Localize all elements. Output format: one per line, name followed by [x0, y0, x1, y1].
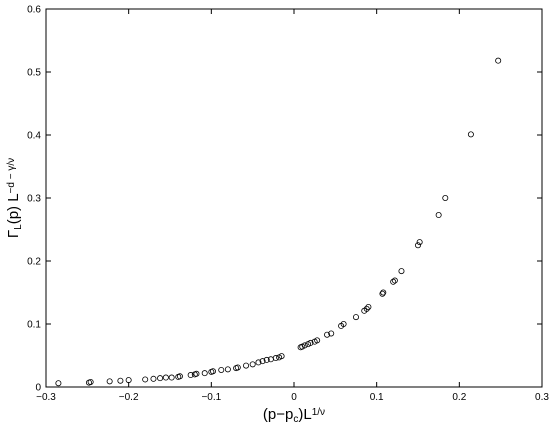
data-point	[162, 374, 169, 381]
y-axis-label: ΓL(p) L−d − γ/ν	[5, 158, 24, 238]
data-point	[307, 339, 314, 346]
x-tick-label: −0.3	[36, 392, 56, 403]
x-tick-label: −0.2	[119, 392, 139, 403]
data-point	[352, 314, 359, 321]
data-point	[442, 194, 449, 201]
y-tick-label: 0.5	[27, 68, 41, 79]
data-point	[380, 289, 387, 296]
y-axis-ticks: 0 0.1 0.2 0.3 0.4 0.5 0.6	[27, 5, 542, 394]
data-point	[117, 377, 124, 384]
y-tick-label: 0.1	[27, 320, 41, 331]
data-point	[391, 277, 398, 284]
data-point	[398, 268, 405, 275]
data-point	[272, 355, 279, 362]
data-point	[416, 239, 423, 246]
data-point	[55, 380, 62, 387]
data-point	[278, 353, 285, 360]
data-point	[150, 375, 157, 382]
data-point	[176, 373, 183, 380]
data-point	[328, 330, 335, 337]
data-point	[193, 370, 200, 377]
x-axis-label: (p−pc)L1/ν	[263, 406, 325, 425]
data-point	[106, 378, 113, 385]
data-point	[87, 378, 94, 385]
x-tick-label: 0	[291, 392, 297, 403]
data-point	[363, 305, 370, 312]
data-point	[243, 362, 250, 369]
data-point	[467, 131, 474, 138]
y-tick-label: 0.4	[27, 131, 41, 142]
y-tick-label: 0.2	[27, 257, 41, 268]
data-point	[301, 342, 308, 349]
data-point	[187, 372, 194, 379]
data-point	[365, 303, 372, 310]
data-point	[324, 331, 331, 338]
x-axis-ticks: −0.3 −0.2 −0.1 0 0.1 0.2 0.3	[36, 9, 549, 403]
x-tick-label: 0.1	[370, 392, 384, 403]
data-point	[157, 375, 164, 382]
y-tick-label: 0	[35, 383, 41, 394]
data-point	[201, 370, 208, 377]
y-tick-label: 0.6	[27, 5, 41, 16]
data-point	[224, 366, 231, 373]
data-point	[414, 242, 421, 249]
y-tick-label: 0.3	[27, 194, 41, 205]
data-point	[249, 361, 256, 368]
data-point	[435, 212, 442, 219]
data-point	[142, 376, 149, 383]
x-tick-label: 0.2	[452, 392, 466, 403]
data-point	[209, 368, 216, 375]
x-tick-label: 0.3	[535, 392, 549, 403]
data-points	[55, 57, 502, 387]
data-point	[379, 290, 386, 297]
data-point	[255, 359, 262, 366]
data-point	[495, 57, 502, 64]
data-point	[125, 377, 132, 384]
data-point	[390, 278, 397, 285]
data-point	[259, 358, 266, 365]
plot-area	[45, 8, 543, 388]
data-point	[314, 337, 321, 344]
data-point	[218, 366, 225, 373]
data-point	[263, 356, 270, 363]
data-point	[234, 364, 241, 371]
data-point	[168, 374, 175, 381]
x-tick-label: −0.1	[201, 392, 221, 403]
data-point	[340, 320, 347, 327]
